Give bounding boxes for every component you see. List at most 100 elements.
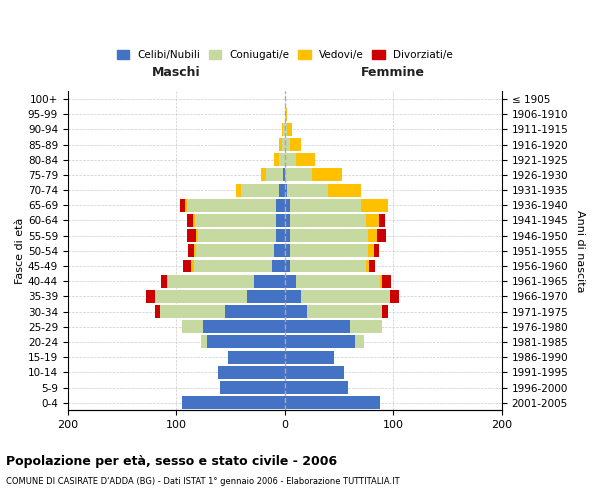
- Bar: [285, 168, 312, 181]
- Bar: [285, 244, 290, 258]
- Bar: [280, 154, 285, 166]
- Bar: [195, 214, 276, 227]
- Bar: [229, 350, 285, 364]
- Bar: [185, 199, 187, 211]
- Bar: [370, 260, 375, 272]
- Bar: [276, 229, 285, 242]
- Text: Popolazione per età, sesso e stato civile - 2006: Popolazione per età, sesso e stato civil…: [6, 455, 337, 468]
- Bar: [379, 214, 385, 227]
- Bar: [328, 184, 361, 196]
- Bar: [377, 229, 386, 242]
- Bar: [307, 305, 382, 318]
- Bar: [155, 305, 160, 318]
- Bar: [285, 366, 344, 379]
- Bar: [285, 154, 296, 166]
- Bar: [368, 244, 374, 258]
- Bar: [361, 199, 388, 211]
- Bar: [155, 290, 247, 303]
- Bar: [290, 244, 368, 258]
- Bar: [281, 123, 283, 136]
- Bar: [285, 138, 290, 151]
- Bar: [280, 184, 285, 196]
- Bar: [285, 320, 350, 333]
- Bar: [312, 168, 343, 181]
- Bar: [160, 305, 225, 318]
- Bar: [290, 138, 301, 151]
- Bar: [196, 244, 274, 258]
- Bar: [382, 275, 391, 287]
- Bar: [283, 168, 285, 181]
- Bar: [374, 244, 379, 258]
- Bar: [368, 229, 377, 242]
- Bar: [296, 154, 315, 166]
- Bar: [290, 260, 366, 272]
- Bar: [274, 244, 285, 258]
- Bar: [254, 275, 285, 287]
- Bar: [161, 275, 167, 287]
- Bar: [276, 199, 285, 211]
- Bar: [285, 229, 290, 242]
- Bar: [285, 184, 287, 196]
- Bar: [203, 320, 285, 333]
- Bar: [285, 123, 287, 136]
- Bar: [201, 336, 206, 348]
- Bar: [285, 275, 296, 287]
- Bar: [187, 229, 196, 242]
- Bar: [183, 260, 191, 272]
- Bar: [296, 275, 380, 287]
- Bar: [283, 123, 285, 136]
- Bar: [366, 214, 379, 227]
- Bar: [285, 214, 290, 227]
- Bar: [285, 260, 290, 272]
- Bar: [366, 260, 370, 272]
- Legend: Celibi/Nubili, Coniugati/e, Vedovi/e, Divorziati/e: Celibi/Nubili, Coniugati/e, Vedovi/e, Di…: [113, 46, 457, 64]
- Bar: [281, 138, 285, 151]
- Bar: [287, 184, 328, 196]
- Y-axis label: Anni di nascita: Anni di nascita: [575, 210, 585, 292]
- Bar: [187, 214, 193, 227]
- Bar: [236, 184, 241, 196]
- Bar: [280, 138, 281, 151]
- Bar: [285, 108, 286, 120]
- Bar: [196, 229, 198, 242]
- Bar: [290, 229, 368, 242]
- Bar: [285, 290, 301, 303]
- Bar: [285, 199, 290, 211]
- Bar: [355, 336, 364, 348]
- Bar: [380, 275, 382, 287]
- Bar: [188, 244, 194, 258]
- Bar: [218, 366, 285, 379]
- Bar: [285, 396, 380, 409]
- Bar: [350, 320, 382, 333]
- Bar: [247, 290, 285, 303]
- Bar: [187, 199, 276, 211]
- Bar: [286, 108, 287, 120]
- Bar: [146, 290, 155, 303]
- Bar: [261, 168, 266, 181]
- Bar: [301, 290, 390, 303]
- Bar: [225, 305, 285, 318]
- Text: COMUNE DI CASIRATE D'ADDA (BG) - Dati ISTAT 1° gennaio 2006 - Elaborazione TUTTI: COMUNE DI CASIRATE D'ADDA (BG) - Dati IS…: [6, 478, 400, 486]
- Bar: [285, 305, 307, 318]
- Text: Maschi: Maschi: [152, 66, 200, 79]
- Bar: [194, 244, 196, 258]
- Bar: [167, 275, 254, 287]
- Bar: [285, 336, 355, 348]
- Bar: [274, 154, 280, 166]
- Bar: [182, 396, 285, 409]
- Bar: [198, 229, 276, 242]
- Bar: [241, 184, 280, 196]
- Bar: [191, 260, 194, 272]
- Bar: [285, 350, 334, 364]
- Bar: [290, 199, 361, 211]
- Bar: [285, 381, 348, 394]
- Bar: [182, 320, 203, 333]
- Bar: [290, 214, 366, 227]
- Bar: [206, 336, 285, 348]
- Bar: [179, 199, 185, 211]
- Bar: [220, 381, 285, 394]
- Bar: [276, 214, 285, 227]
- Bar: [194, 260, 272, 272]
- Bar: [287, 123, 292, 136]
- Y-axis label: Fasce di età: Fasce di età: [15, 218, 25, 284]
